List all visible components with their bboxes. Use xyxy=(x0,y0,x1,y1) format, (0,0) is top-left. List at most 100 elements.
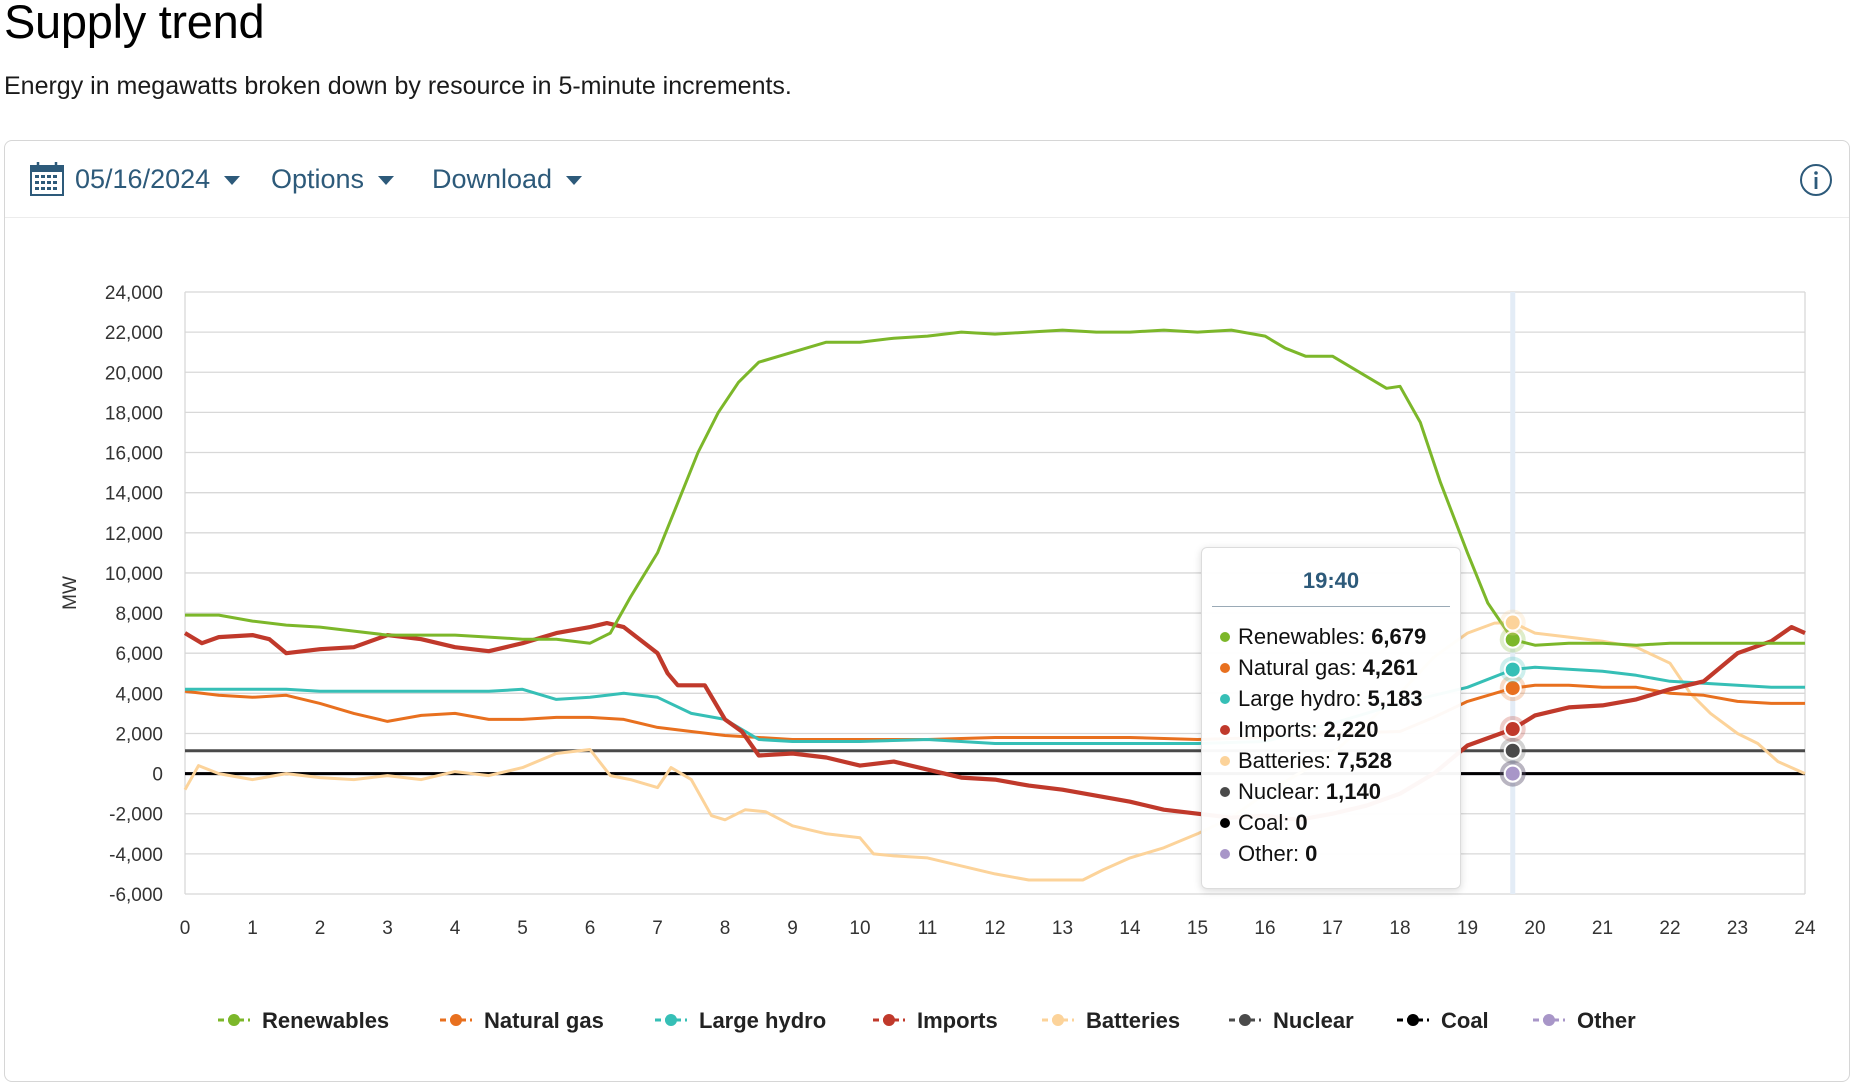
tooltip-dot xyxy=(1220,817,1230,828)
tooltip-series-name: Large hydro: xyxy=(1238,685,1362,711)
chart-toolbar: 05/16/2024 Options Download xyxy=(5,141,1849,218)
y-tick-label: 8,000 xyxy=(115,604,163,625)
y-axis-labels: 24,000 22,000 20,000 18,000 16,000 14,000 12,0… xyxy=(105,283,163,906)
y-tick-label: 22,000 xyxy=(105,323,163,344)
tooltip-divider xyxy=(1212,606,1450,607)
legend-dot xyxy=(1239,1014,1251,1026)
hover-marker xyxy=(1503,630,1522,649)
series-line-batteries xyxy=(183,621,1806,882)
tooltip-row: Coal: 0 xyxy=(1202,807,1460,838)
legend-dot xyxy=(1407,1014,1419,1026)
legend-label: Other xyxy=(1577,1008,1636,1033)
x-tick-label: 14 xyxy=(1119,918,1141,939)
date-picker[interactable]: 05/16/2024 xyxy=(29,161,241,197)
legend-label: Large hydro xyxy=(699,1008,826,1033)
y-tick-label: 14,000 xyxy=(105,484,163,505)
y-tick-label: 2,000 xyxy=(115,724,163,745)
legend-dot xyxy=(1052,1014,1064,1026)
tooltip-series-name: Batteries: xyxy=(1238,747,1331,773)
x-axis-labels: 0 1 2 3 4 5 6 7 8 9 10 11 12 13 14 15 16 17 18 19 20 21 22 23 24 xyxy=(180,918,1816,939)
tooltip-row: Other: 0 xyxy=(1202,838,1460,869)
y-tick-label: -2,000 xyxy=(109,805,163,826)
legend-label: Nuclear xyxy=(1273,1008,1354,1033)
info-icon[interactable] xyxy=(1799,163,1833,197)
tooltip-time: 19:40 xyxy=(1302,568,1360,593)
x-tick-label: 5 xyxy=(517,918,528,939)
chevron-down-icon xyxy=(566,175,583,185)
tooltip-row: Natural gas: 4,261 xyxy=(1202,652,1460,683)
x-tick-label: 6 xyxy=(585,918,596,939)
tooltip-series-name: Other: xyxy=(1238,840,1300,866)
legend-label: Natural gas xyxy=(484,1008,604,1033)
y-tick-label: 18,000 xyxy=(105,403,163,424)
x-tick-label: 19 xyxy=(1457,918,1478,939)
hover-marker xyxy=(1503,660,1522,679)
chevron-down-icon xyxy=(224,175,241,185)
tooltip-dot xyxy=(1220,755,1230,766)
series-line-renewables xyxy=(185,328,1805,647)
legend-item-other[interactable]: Other xyxy=(1533,1008,1636,1033)
chart-legend: Renewables Natural gas Large hydro Imports B… xyxy=(218,1008,1636,1033)
page-title: Supply trend xyxy=(4,0,265,48)
legend-dot xyxy=(228,1014,240,1026)
legend-dot xyxy=(450,1014,462,1026)
tooltip-series-value: 6,679 xyxy=(1371,623,1427,649)
legend-label: Coal xyxy=(1441,1008,1489,1033)
legend-item-nuclear[interactable]: Nuclear xyxy=(1229,1008,1354,1033)
tooltip-series-value: 0 xyxy=(1295,809,1308,835)
legend-item-coal[interactable]: Coal xyxy=(1397,1008,1489,1033)
tooltip-row: Batteries: 7,528 xyxy=(1202,745,1460,776)
tooltip-row: Imports: 2,220 xyxy=(1202,714,1460,745)
date-label: 05/16/2024 xyxy=(75,163,211,194)
tooltip-row: Renewables: 6,679 xyxy=(1202,621,1460,652)
x-tick-label: 1 xyxy=(247,918,258,939)
page-subtitle: Energy in megawatts broken down by resou… xyxy=(4,72,792,100)
y-axis-title: MW xyxy=(60,576,81,610)
y-tick-label: -4,000 xyxy=(109,845,163,866)
legend-label: Renewables xyxy=(262,1008,389,1033)
series-line-large-hydro xyxy=(185,665,1805,745)
x-tick-label: 22 xyxy=(1659,918,1680,939)
x-tick-label: 3 xyxy=(382,918,393,939)
options-dropdown[interactable]: Options xyxy=(271,161,395,197)
x-tick-label: 16 xyxy=(1254,918,1275,939)
tooltip-rows: Renewables: 6,679 Natural gas: 4,261 Large h… xyxy=(1202,621,1460,869)
tooltip-dot xyxy=(1220,786,1230,797)
x-tick-label: 20 xyxy=(1524,918,1545,939)
legend-label: Batteries xyxy=(1086,1008,1180,1033)
tooltip-series-value: 7,528 xyxy=(1336,747,1392,773)
calendar-icon xyxy=(30,162,64,196)
x-tick-label: 13 xyxy=(1052,918,1073,939)
grid-lines xyxy=(184,291,1806,895)
download-label: Download xyxy=(432,163,553,194)
legend-dot xyxy=(1543,1014,1555,1026)
tooltip-dot xyxy=(1220,848,1230,859)
legend-dot xyxy=(883,1014,895,1026)
tooltip-dot xyxy=(1220,724,1230,735)
legend-item-natural-gas[interactable]: Natural gas xyxy=(440,1008,604,1033)
legend-item-large-hydro[interactable]: Large hydro xyxy=(655,1008,826,1033)
series-lines xyxy=(183,328,1806,882)
legend-item-imports[interactable]: Imports xyxy=(873,1008,998,1033)
tooltip-series-value: 5,183 xyxy=(1367,685,1423,711)
tooltip-series-name: Nuclear: xyxy=(1238,778,1320,804)
series-line-imports xyxy=(183,621,1806,822)
download-dropdown[interactable]: Download xyxy=(432,161,583,197)
tooltip-dot xyxy=(1220,693,1230,704)
legend-item-batteries[interactable]: Batteries xyxy=(1042,1008,1180,1033)
x-tick-label: 11 xyxy=(918,918,938,939)
y-tick-label: 0 xyxy=(152,765,163,786)
tooltip-series-value: 0 xyxy=(1305,840,1318,866)
hover-marker xyxy=(1503,613,1522,632)
x-tick-label: 15 xyxy=(1187,918,1208,939)
tooltip-series-value: 4,261 xyxy=(1362,654,1418,680)
x-tick-label: 23 xyxy=(1727,918,1748,939)
x-tick-label: 2 xyxy=(315,918,326,939)
x-tick-label: 0 xyxy=(180,918,191,939)
tooltip-row: Large hydro: 5,183 xyxy=(1202,683,1460,714)
hover-marker xyxy=(1503,741,1522,760)
y-tick-label: 12,000 xyxy=(105,524,163,545)
legend-item-renewables[interactable]: Renewables xyxy=(218,1008,389,1033)
y-tick-label: 16,000 xyxy=(105,444,163,465)
